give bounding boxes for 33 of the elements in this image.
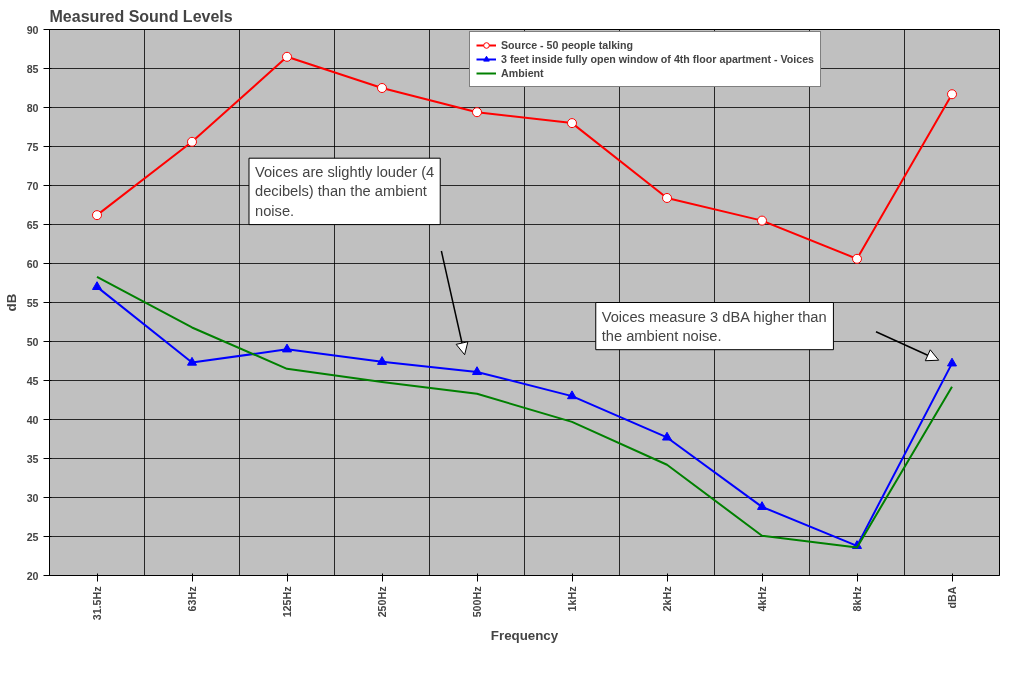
x-axis-title: Frequency — [490, 628, 559, 644]
x-tick-label: 8kHz — [851, 586, 863, 612]
x-tick-label: 125Hz — [281, 586, 293, 618]
x-tick-label: 63Hz — [186, 586, 198, 612]
annotation: Voices measure 3 dBA higher than the ambient noise. — [601, 308, 827, 344]
y-tick-label: 45 — [26, 374, 39, 387]
x-tick-label: 4kHz — [756, 586, 768, 612]
x-tick-label: 500Hz — [471, 586, 483, 618]
x-tick-label: 2kHz — [661, 586, 673, 612]
y-tick-label: 70 — [26, 179, 39, 192]
legend-label: 3 feet inside fully open window of 4th floor apartment - Voices — [501, 52, 815, 66]
legend-label: Ambient — [501, 66, 544, 80]
annotation: Voices are slightly louder (4 decibels) than the ambient noise. — [255, 164, 435, 219]
y-tick-label: 20 — [26, 569, 39, 582]
x-tick-label: 250Hz — [376, 586, 388, 618]
legend-label: Source - 50 people talking — [501, 38, 634, 52]
y-tick-label: 75 — [26, 140, 39, 153]
chart-title: Measured Sound Levels — [49, 7, 233, 25]
y-tick-label: 30 — [26, 491, 39, 504]
y-tick-label: 40 — [26, 413, 39, 426]
y-tick-label: 35 — [26, 452, 39, 465]
y-tick-label: 90 — [26, 23, 39, 36]
x-tick-label: 1kHz — [566, 586, 578, 612]
y-tick-label: 55 — [26, 296, 39, 309]
y-axis-title: dB — [3, 293, 19, 312]
x-tick-label: dBA — [946, 586, 958, 609]
x-tick-label: 31.5Hz — [91, 586, 103, 621]
y-tick-label: 80 — [26, 101, 39, 114]
y-tick-label: 85 — [26, 62, 39, 75]
y-tick-label: 50 — [26, 335, 39, 348]
y-tick-label: 25 — [26, 530, 39, 543]
y-tick-label: 60 — [26, 257, 39, 270]
y-tick-label: 65 — [26, 218, 39, 231]
